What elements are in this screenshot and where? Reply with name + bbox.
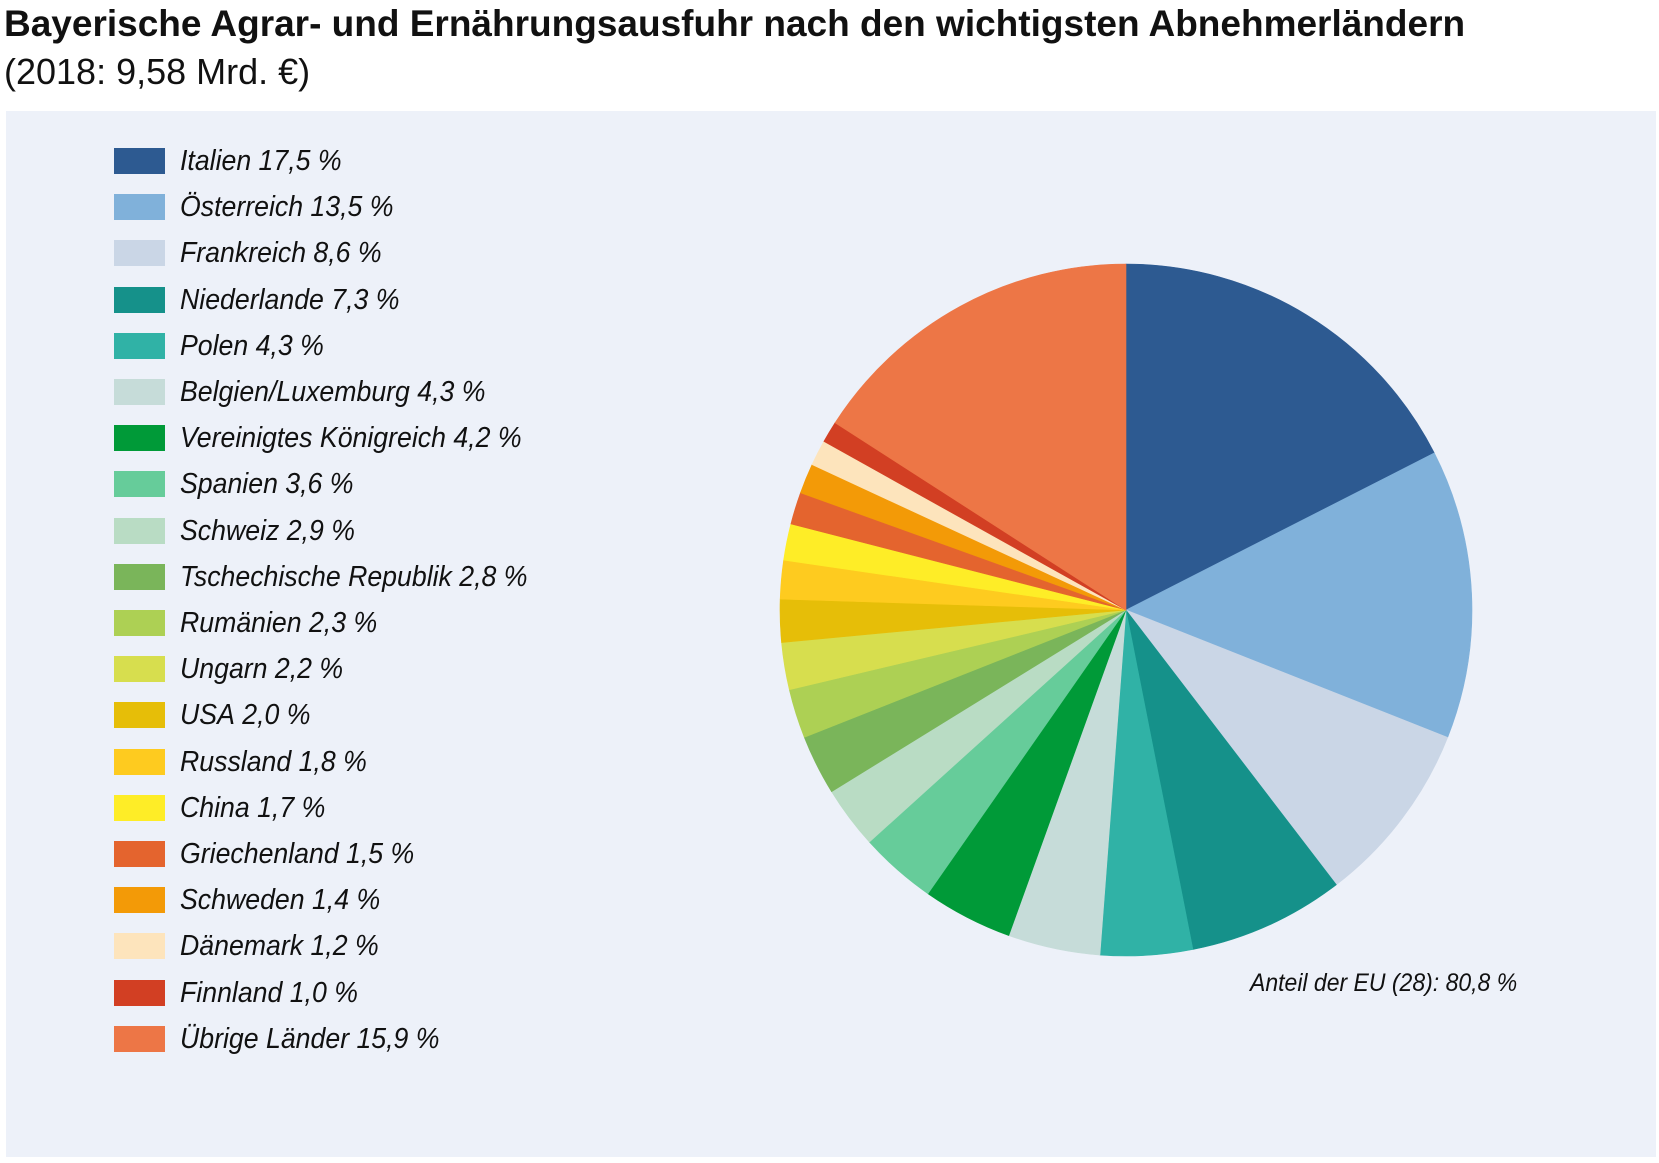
legend-label: Schweiz 2,9 %	[180, 513, 355, 549]
legend-swatch	[114, 379, 165, 405]
legend-percentage: 2,0 %	[242, 699, 311, 732]
pie-slice-italien	[1125, 263, 1435, 611]
legend-percentage: 17,5 %	[258, 145, 342, 177]
legend-country: Übrige Länder	[180, 1022, 350, 1055]
legend-label: Italien 17,5 %	[180, 143, 342, 179]
legend-label: China 1,7 %	[180, 790, 325, 826]
legend-swatch	[114, 841, 165, 867]
legend-swatch	[114, 610, 165, 636]
legend-percentage: 7,3 %	[331, 283, 400, 316]
legend-label: Rumänien 2,3 %	[180, 605, 377, 641]
legend-swatch	[114, 332, 165, 359]
legend-label: Übrige Länder 15,9 %	[180, 1021, 440, 1057]
legend-percentage: 2,8 %	[459, 560, 528, 593]
legend-country: Ungarn	[180, 653, 268, 686]
legend-percentage: 2,9 %	[286, 514, 355, 547]
chart-title: Bayerische Agrar- und Ernährungsausfuhr …	[4, 3, 1466, 44]
legend-swatch	[114, 563, 165, 590]
legend-label: Tschechische Republik 2,8 %	[180, 559, 528, 595]
legend-swatch	[114, 794, 165, 821]
pie-slice-oesterreich	[1125, 452, 1473, 738]
legend-country: Tschechische Republik	[180, 560, 452, 593]
legend-label: Russland 1,8 %	[180, 744, 367, 780]
legend-label: USA 2,0 %	[180, 697, 310, 733]
chart-subtitle: (2018: 9,58 Mrd. €)	[4, 51, 311, 92]
legend-swatch	[114, 1025, 165, 1052]
legend-label: Polen 4,3 %	[180, 328, 324, 364]
legend-percentage: 1,8 %	[298, 745, 367, 778]
legend-country: Schweden	[180, 884, 305, 917]
legend-country: Belgien/Luxemburg	[180, 376, 410, 408]
legend-percentage: 8,6 %	[313, 237, 382, 270]
legend-percentage: 2,3 %	[308, 607, 378, 639]
legend-percentage: 1,0 %	[289, 976, 358, 1009]
legend-country: China	[180, 791, 250, 824]
legend-label: Belgien/Luxemburg 4,3 %	[180, 374, 485, 410]
legend-country: Schweiz	[180, 514, 280, 547]
legend-country: Polen	[180, 329, 249, 362]
legend-swatch	[114, 979, 165, 1006]
legend-country: Rumänien	[180, 607, 302, 639]
legend-country: Finnland	[180, 976, 283, 1009]
legend-country: Vereinigtes Königreich	[180, 422, 446, 455]
legend-percentage: 3,6 %	[285, 468, 354, 501]
legend-swatch	[114, 748, 165, 775]
legend-percentage: 1,5 %	[346, 838, 415, 870]
legend-percentage: 4,3 %	[255, 329, 324, 362]
legend-swatch	[114, 148, 165, 174]
legend-swatch	[114, 240, 165, 267]
legend-swatch	[114, 887, 165, 914]
pie-slice-uebrige-laender	[834, 263, 1127, 611]
legend-percentage: 4,2 %	[453, 422, 522, 455]
legend-swatch	[114, 194, 165, 221]
legend-country: Russland	[180, 745, 292, 778]
legend-country: Niederlande	[180, 283, 324, 316]
legend-label: Dänemark 1,2 %	[180, 928, 379, 964]
legend-swatch	[114, 286, 165, 313]
legend-label: Schweden 1,4 %	[180, 882, 380, 918]
legend-swatch	[114, 517, 165, 544]
legend-country: USA	[180, 699, 235, 732]
legend-label: Österreich 13,5 %	[180, 189, 393, 225]
legend-country: Frankreich	[180, 237, 307, 270]
legend-swatch	[114, 425, 165, 452]
legend-label: Spanien 3,6 %	[180, 466, 354, 502]
legend-label: Griechenland 1,5 %	[180, 836, 414, 872]
legend-percentage: 1,2 %	[310, 930, 379, 963]
legend-percentage: 2,2 %	[274, 653, 344, 686]
legend-swatch	[114, 933, 165, 960]
legend-percentage: 15,9 %	[356, 1022, 440, 1055]
legend-label: Vereinigtes Königreich 4,2 %	[180, 420, 522, 456]
legend-swatch	[114, 702, 165, 729]
eu-share-annotation: Anteil der EU (28): 80,8 %	[1250, 969, 1518, 997]
legend-country: Österreich	[180, 191, 304, 224]
pie-slice-frankreich	[1125, 609, 1449, 886]
legend-label: Frankreich 8,6 %	[180, 235, 382, 271]
legend-country: Spanien	[180, 468, 278, 501]
legend-percentage: 1,7 %	[257, 791, 326, 824]
pie-slice-niederlande	[1125, 609, 1337, 950]
legend-percentage: 4,3 %	[417, 376, 486, 408]
legend-swatch	[114, 656, 165, 683]
legend-country: Griechenland	[180, 838, 339, 870]
legend-percentage: 13,5 %	[310, 191, 394, 224]
legend-swatch	[114, 471, 165, 498]
legend-label: Finnland 1,0 %	[180, 975, 358, 1011]
legend-label: Ungarn 2,2 %	[180, 651, 343, 687]
legend-country: Dänemark	[180, 930, 304, 963]
legend-percentage: 1,4 %	[311, 884, 381, 917]
legend-country: Italien	[180, 145, 252, 177]
legend-label: Niederlande 7,3 %	[180, 282, 399, 318]
